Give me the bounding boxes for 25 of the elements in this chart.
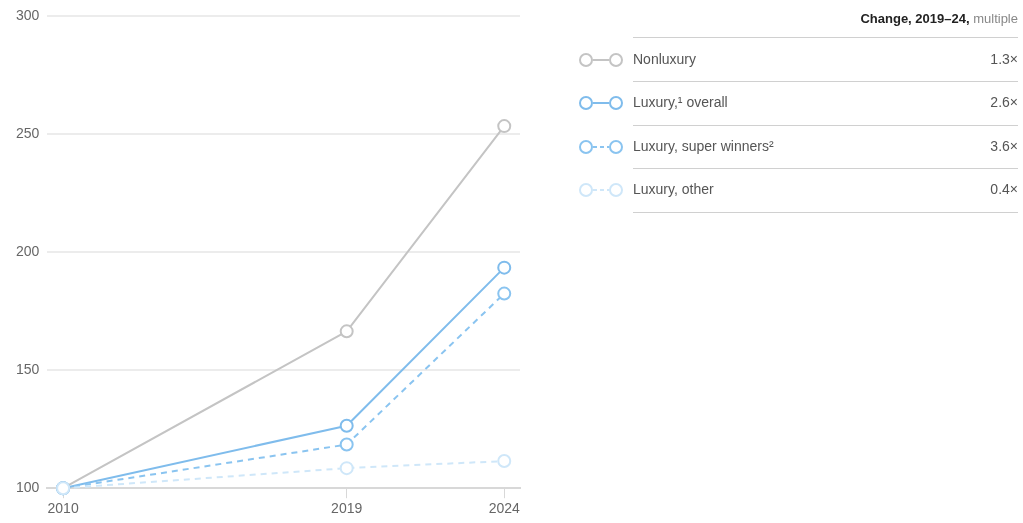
- legend-title: Change, 2019–24, multiple: [860, 11, 1018, 26]
- y-tick-label: 100: [16, 479, 40, 496]
- point: [497, 286, 512, 301]
- point: [497, 454, 512, 469]
- point: [339, 324, 354, 339]
- x-tick-label: 2010: [47, 500, 79, 517]
- point: [339, 461, 354, 476]
- text: 1.3×: [990, 49, 1018, 69]
- x-tick-label: 2024: [488, 500, 521, 517]
- point: [497, 260, 512, 275]
- legend-label: Nonluxury: [633, 49, 697, 69]
- legend-label: Luxury,¹ overall: [633, 93, 728, 112]
- text: 0.4×: [990, 180, 1018, 199]
- text: 3.6×: [990, 136, 1018, 156]
- y-tick-label: 250: [16, 125, 40, 142]
- y-tick-label: 300: [16, 7, 40, 24]
- text: 2.6×: [990, 93, 1018, 112]
- point: [497, 119, 512, 134]
- point: [339, 437, 354, 452]
- legend-label: Luxury, super winners²: [633, 136, 774, 156]
- x-tick-label: 2019: [331, 500, 363, 517]
- y-tick-label: 150: [16, 361, 40, 378]
- point: [339, 418, 354, 433]
- legend-label: Luxury, other: [633, 180, 714, 199]
- y-tick-label: 200: [16, 243, 40, 260]
